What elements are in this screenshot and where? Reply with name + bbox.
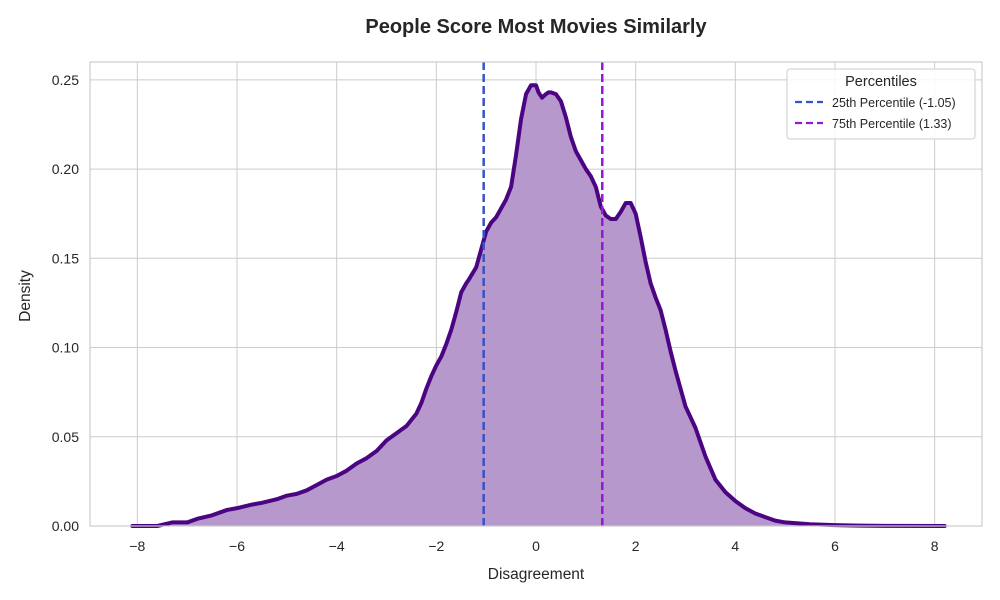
x-tick-label: −4: [329, 538, 345, 554]
legend: Percentiles 25th Percentile (-1.05) 75th…: [786, 68, 976, 140]
x-tick-label: 4: [731, 538, 739, 554]
chart-title: People Score Most Movies Similarly: [365, 16, 707, 38]
legend-title: Percentiles: [845, 74, 917, 90]
y-tick-label: 0.10: [52, 340, 79, 356]
x-axis-label: Disagreement: [488, 566, 585, 583]
legend-label-25th: 25th Percentile (-1.05): [832, 96, 956, 110]
density-area: [132, 85, 945, 526]
x-tick-label: −2: [428, 538, 444, 554]
x-tick-label: 8: [931, 538, 939, 554]
density-line: [130, 83, 947, 528]
legend-box: [786, 68, 976, 140]
y-tick-label: 0.20: [52, 161, 79, 177]
x-tick-label: −8: [129, 538, 145, 554]
y-tick-label: 0.00: [52, 518, 79, 534]
x-tick-label: 2: [632, 538, 640, 554]
y-axis-label: Density: [17, 270, 34, 322]
plot-frame: [89, 61, 983, 527]
x-tick-label: 0: [532, 538, 540, 554]
x-tick-label: −6: [229, 538, 245, 554]
x-tick-label: 6: [831, 538, 839, 554]
legend-label-75th: 75th Percentile (1.33): [832, 117, 952, 131]
y-tick-label: 0.25: [52, 72, 79, 88]
y-tick-label: 0.05: [52, 429, 79, 445]
y-tick-label: 0.15: [52, 250, 79, 266]
